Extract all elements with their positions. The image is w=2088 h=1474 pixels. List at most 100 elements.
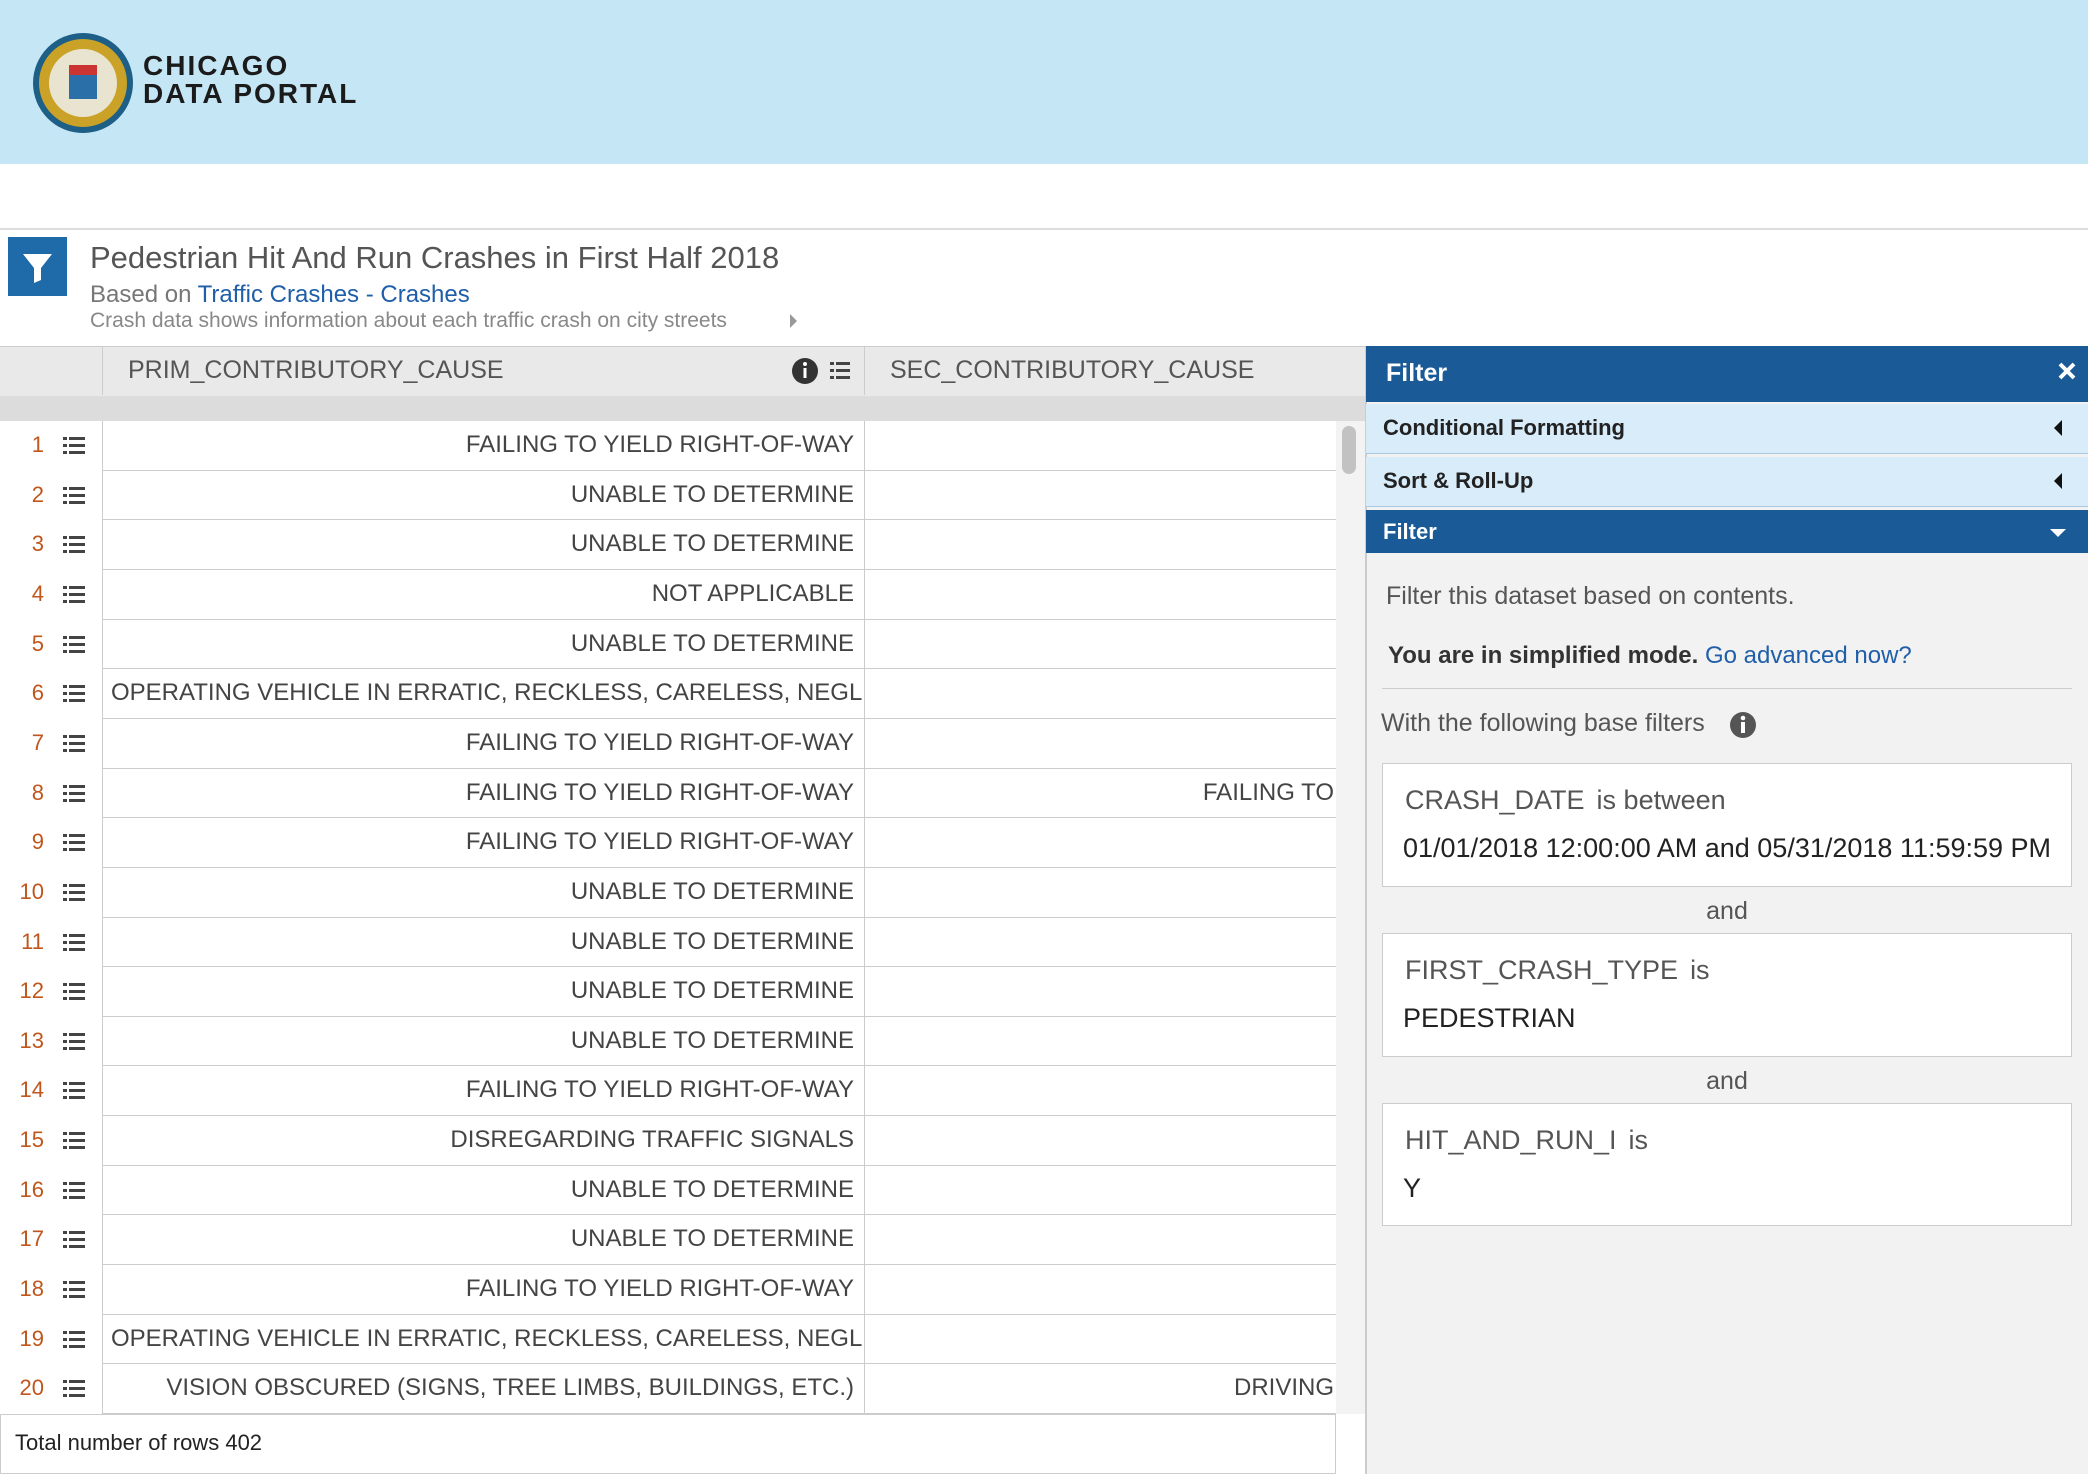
col-sep xyxy=(864,867,865,918)
col-sep xyxy=(102,1116,103,1166)
row-menu[interactable] xyxy=(63,634,86,655)
section-bar[interactable] xyxy=(1366,404,2088,454)
row-number: 13 xyxy=(19,1027,44,1053)
condition-box[interactable] xyxy=(1382,763,2072,887)
row-line xyxy=(102,568,1336,570)
row-menu[interactable] xyxy=(63,1031,86,1052)
row-menu[interactable] xyxy=(63,1229,86,1250)
row-menu[interactable] xyxy=(63,1279,86,1300)
row-menu[interactable] xyxy=(63,435,86,456)
expand-arrow[interactable] xyxy=(2049,528,2067,538)
row-line xyxy=(102,916,1336,918)
expand-arrow[interactable] xyxy=(789,313,799,329)
row-line xyxy=(102,519,1336,521)
row-menu[interactable] xyxy=(63,534,86,555)
row-menu[interactable] xyxy=(63,733,86,754)
column-header[interactable]: PRIM_CONTRIBUTORY_CAUSE xyxy=(128,356,504,384)
site-header xyxy=(0,0,2088,164)
row-number: 5 xyxy=(31,630,44,656)
row-number: 9 xyxy=(31,829,44,855)
collapse-arrow[interactable] xyxy=(2053,419,2063,437)
row-number: 19 xyxy=(19,1325,44,1351)
cell: FAILING TO YIELD RIGHT-OF-WAY xyxy=(465,1275,854,1303)
mode-link[interactable]: Go advanced now? xyxy=(1704,642,1912,669)
col-sep xyxy=(864,1364,865,1414)
section-title[interactable]: Filter xyxy=(1383,519,1437,544)
col-sep xyxy=(102,1165,103,1216)
section-title[interactable]: Sort & Roll-Up xyxy=(1383,468,1534,493)
col-sep xyxy=(102,1066,103,1117)
joiner: and xyxy=(1706,897,1748,925)
row-number: 18 xyxy=(19,1276,44,1302)
condition-operator: is between xyxy=(1596,785,1726,815)
row-menu[interactable] xyxy=(63,1180,86,1201)
col-sep xyxy=(864,1215,865,1266)
col-sep xyxy=(864,470,865,521)
row-line xyxy=(102,668,1336,670)
collapse-arrow[interactable] xyxy=(2053,472,2063,490)
row-menu[interactable] xyxy=(63,1080,86,1101)
cell: OPERATING VEHICLE IN ERRATIC, RECKLESS, … xyxy=(111,679,863,707)
col-sep xyxy=(864,1116,865,1166)
based-on-link[interactable]: Traffic Crashes - Crashes xyxy=(197,281,470,308)
row-menu[interactable] xyxy=(63,882,86,903)
col-sep xyxy=(864,569,865,620)
row-menu[interactable] xyxy=(63,832,86,853)
close-button[interactable] xyxy=(2058,362,2076,380)
col-sep xyxy=(102,1215,103,1266)
condition-box[interactable] xyxy=(1382,1103,2072,1226)
row-menu[interactable] xyxy=(63,584,86,605)
logo-text[interactable]: CHICAGO DATA PORTAL xyxy=(143,52,358,108)
scrollbar[interactable] xyxy=(1336,421,1365,1414)
footer-label: Total number of rows xyxy=(15,1430,220,1455)
panel-title: Filter xyxy=(1386,359,1448,387)
section-title[interactable]: Conditional Formatting xyxy=(1383,415,1625,440)
cell: UNABLE TO DETERMINE xyxy=(570,877,854,905)
col-sep xyxy=(864,1165,865,1216)
column-tools[interactable] xyxy=(792,356,856,386)
row-line xyxy=(102,717,1336,719)
condition-value: PEDESTRIAN xyxy=(1403,1003,1576,1033)
col-sep xyxy=(102,1314,103,1365)
col-sep xyxy=(102,470,103,521)
row-line xyxy=(102,1065,1336,1067)
cell: DISREGARDING TRAFFIC SIGNALS xyxy=(450,1126,854,1154)
row-line xyxy=(102,1214,1336,1216)
logo-line: DATA PORTAL xyxy=(143,78,359,109)
row-menu[interactable] xyxy=(63,1130,86,1151)
base-filters-label: With the following base filters xyxy=(1381,709,1705,737)
scroll-thumb[interactable] xyxy=(1342,426,1356,474)
dataset-description[interactable]: Crash data shows information about each … xyxy=(90,309,727,332)
city-seal[interactable] xyxy=(31,31,135,135)
separator xyxy=(1382,688,2072,689)
row-menu[interactable] xyxy=(63,683,86,704)
column-header[interactable]: SEC_CONTRIBUTORY_CAUSE xyxy=(890,356,1255,384)
col-sep xyxy=(102,917,103,968)
col-sep xyxy=(102,569,103,620)
row-menu[interactable] xyxy=(63,932,86,953)
row-menu[interactable] xyxy=(63,1378,86,1399)
row-line xyxy=(102,817,1336,819)
divider xyxy=(0,228,2088,230)
section-bar[interactable] xyxy=(1366,510,2088,553)
row-menu[interactable] xyxy=(63,783,86,804)
filter-intro: Filter this dataset based on contents. xyxy=(1386,582,1795,610)
col-sep xyxy=(864,421,865,471)
cell: VISION OBSCURED (SIGNS, TREE LIMBS, BUIL… xyxy=(166,1374,854,1402)
section-bar[interactable] xyxy=(1366,457,2088,507)
joiner: and xyxy=(1706,1067,1748,1095)
cell: UNABLE TO DETERMINE xyxy=(570,927,854,955)
row-line xyxy=(102,1264,1336,1266)
cell: NOT APPLICABLE xyxy=(651,579,854,607)
cell: UNABLE TO DETERMINE xyxy=(570,1026,854,1054)
row-menu[interactable] xyxy=(63,981,86,1002)
row-number: 8 xyxy=(31,779,44,805)
condition-box[interactable] xyxy=(1382,933,2072,1057)
row-menu[interactable] xyxy=(63,1329,86,1350)
info-icon[interactable] xyxy=(1729,711,1757,739)
row-menu[interactable] xyxy=(63,485,86,506)
panel-header xyxy=(1366,346,2088,402)
col-sep xyxy=(864,1314,865,1365)
col-sep xyxy=(864,619,865,670)
col-sep xyxy=(864,346,865,395)
